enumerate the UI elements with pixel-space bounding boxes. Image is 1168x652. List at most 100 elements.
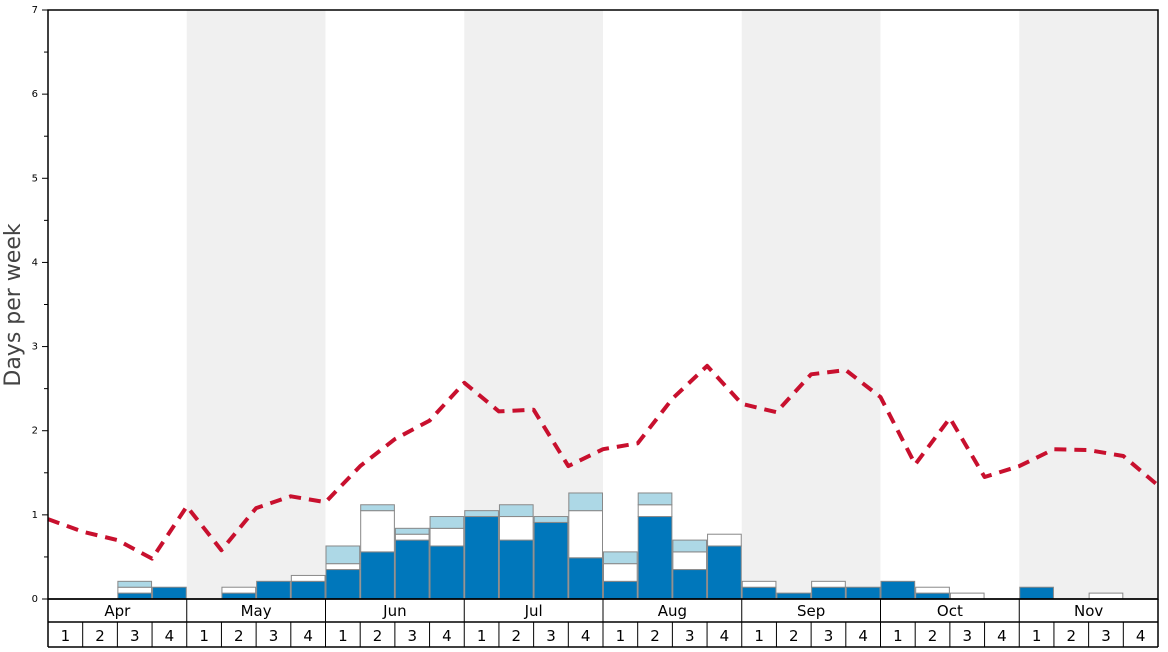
bar-white	[1088, 592, 1124, 600]
bar-dark	[1019, 586, 1054, 600]
y-tick-label: 7	[32, 5, 38, 16]
week-label: 3	[546, 627, 556, 645]
bar-dark	[464, 516, 499, 600]
y-tick-label: 4	[32, 257, 38, 268]
week-label: 3	[269, 627, 279, 645]
bar-dark	[221, 592, 257, 600]
week-label: 2	[512, 627, 522, 645]
month-band	[741, 10, 881, 599]
week-label: 1	[61, 627, 71, 645]
week-label: 4	[720, 627, 730, 645]
bar-dark	[776, 592, 812, 600]
bar-light	[568, 492, 603, 512]
month-bands	[186, 10, 1158, 599]
y-tick-label: 3	[32, 342, 38, 353]
week-label: 2	[650, 627, 660, 645]
week-label: 2	[928, 627, 938, 645]
bar-dark	[394, 539, 430, 600]
bar-dark	[256, 580, 291, 600]
bar-white	[117, 586, 153, 594]
bar-dark	[325, 569, 361, 600]
month-label: May	[241, 602, 272, 620]
bar-light	[325, 545, 361, 565]
bar-white	[290, 574, 326, 582]
bar-white	[221, 586, 257, 594]
y-tick-label: 1	[32, 510, 38, 521]
bar-light	[429, 516, 465, 529]
bar-white	[637, 504, 673, 518]
y-tick-label: 2	[32, 426, 38, 437]
bar-series	[117, 492, 1124, 600]
week-label: 1	[1032, 627, 1042, 645]
bar-light	[603, 551, 638, 565]
y-axis: 0 1 2 3 4 5 6 7	[32, 5, 48, 605]
week-label: 4	[303, 627, 313, 645]
week-label: 2	[789, 627, 799, 645]
bar-dark	[845, 586, 881, 600]
bar-white	[568, 510, 603, 559]
week-label: 3	[962, 627, 972, 645]
week-label: 2	[234, 627, 244, 645]
week-label: 3	[824, 627, 834, 645]
bar-white	[429, 527, 465, 547]
bar-white	[707, 533, 742, 547]
month-band	[186, 10, 326, 599]
week-label: 1	[754, 627, 764, 645]
month-label: Oct	[937, 602, 963, 620]
week-label: 4	[858, 627, 868, 645]
bar-dark	[568, 557, 603, 600]
month-label: Jun	[382, 602, 406, 620]
month-label: Nov	[1074, 602, 1103, 620]
bar-white	[741, 580, 777, 588]
bar-dark	[117, 592, 153, 600]
week-label: 2	[373, 627, 383, 645]
bar-white	[325, 563, 361, 571]
bar-dark	[915, 592, 950, 600]
bar-light	[672, 539, 708, 553]
bar-dark	[707, 545, 742, 600]
week-label: 1	[199, 627, 209, 645]
bar-light	[360, 504, 395, 512]
average-line-layer	[47, 363, 1160, 561]
bar-dark	[811, 586, 846, 600]
bar-white	[672, 551, 708, 571]
month-band	[1019, 10, 1158, 599]
month-label: Sep	[797, 602, 825, 620]
bar-light	[533, 516, 569, 523]
week-label: 2	[1067, 627, 1077, 645]
week-label: 3	[1101, 627, 1111, 645]
bar-light	[464, 510, 499, 518]
bar-dark	[360, 551, 395, 600]
bar-dark	[498, 539, 534, 600]
y-axis-label: Days per week	[1, 223, 26, 386]
week-label: 3	[685, 627, 695, 645]
y-tick-label: 0	[32, 594, 38, 605]
week-label: 4	[442, 627, 452, 645]
bar-light	[394, 527, 430, 535]
bar-light	[498, 504, 534, 518]
month-label: Apr	[104, 602, 131, 620]
bar-white	[360, 510, 395, 553]
bar-dark	[429, 545, 465, 600]
bar-white	[603, 563, 638, 582]
y-tick-label: 6	[32, 89, 38, 100]
bar-light	[637, 492, 673, 506]
bar-dark	[672, 569, 708, 600]
bar-dark	[152, 586, 187, 600]
bar-white	[394, 533, 430, 541]
bar-light	[117, 580, 153, 588]
week-label: 1	[477, 627, 487, 645]
bar-dark	[637, 516, 673, 600]
bar-white	[811, 580, 846, 588]
bar-dark	[741, 586, 777, 600]
bar-white	[498, 516, 534, 541]
week-label: 4	[1136, 627, 1146, 645]
bar-dark	[603, 580, 638, 600]
week-label: 3	[407, 627, 417, 645]
y-tick-label: 5	[32, 173, 38, 184]
week-label: 4	[997, 627, 1007, 645]
bar-dark	[533, 521, 569, 600]
bar-white	[915, 586, 950, 594]
